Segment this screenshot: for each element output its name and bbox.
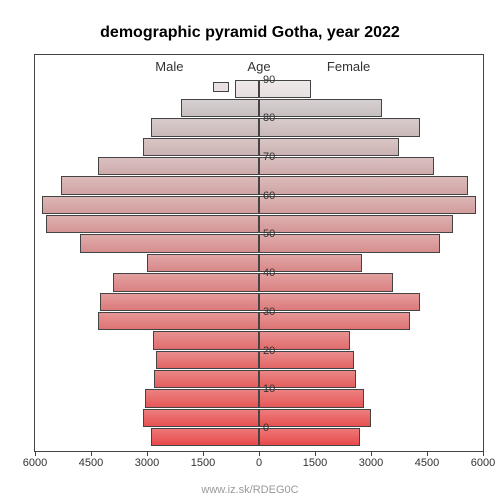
- female-bar: [259, 273, 393, 291]
- male-bar: [151, 428, 259, 446]
- x-tick-label: 1500: [191, 457, 215, 469]
- plot-area: Male Age Female 0102030405060708090 0150…: [34, 54, 484, 452]
- x-tick-label: 3000: [135, 457, 159, 469]
- age-tick-label: 90: [263, 74, 275, 86]
- x-tick-mark: [371, 451, 372, 456]
- x-tick-mark: [91, 451, 92, 456]
- female-bar: [259, 409, 371, 427]
- x-tick-label: 6000: [471, 457, 495, 469]
- female-bar: [259, 215, 453, 233]
- male-bar: [42, 196, 259, 214]
- female-bar: [259, 176, 468, 194]
- x-tick-label: 0: [256, 457, 262, 469]
- male-label: Male: [155, 59, 183, 74]
- watermark-text: www.iz.sk/RDEG0C: [0, 484, 500, 496]
- chart-title: demographic pyramid Gotha, year 2022: [0, 24, 500, 42]
- age-tick-label: 60: [263, 190, 275, 202]
- x-tick-label: 1500: [303, 457, 327, 469]
- male-bar: [61, 176, 259, 194]
- x-tick-mark: [203, 451, 204, 456]
- female-bar: [259, 234, 440, 252]
- male-bar: [143, 138, 259, 156]
- x-tick-label: 4500: [415, 457, 439, 469]
- female-bar: [259, 99, 382, 117]
- male-bar: [156, 351, 259, 369]
- x-tick-mark: [147, 451, 148, 456]
- male-bar: [143, 409, 259, 427]
- male-bar: [80, 234, 259, 252]
- x-tick-mark: [35, 451, 36, 456]
- x-tick-label: 3000: [359, 457, 383, 469]
- age-tick-label: 50: [263, 228, 275, 240]
- male-bar: [100, 293, 259, 311]
- age-tick-label: 70: [263, 151, 275, 163]
- male-bar: [145, 389, 259, 407]
- male-bar: [153, 331, 259, 349]
- x-tick-label: 4500: [79, 457, 103, 469]
- age-label: Age: [247, 59, 270, 74]
- x-tick-mark: [315, 451, 316, 456]
- female-label: Female: [327, 59, 370, 74]
- female-bar: [259, 196, 476, 214]
- male-bar: [151, 118, 259, 136]
- x-tick-label: 6000: [23, 457, 47, 469]
- x-tick-mark: [483, 451, 484, 456]
- age-tick-label: 0: [263, 422, 269, 434]
- male-bar: [98, 312, 259, 330]
- female-bar: [259, 157, 434, 175]
- female-bar: [259, 428, 360, 446]
- male-bar: [154, 370, 259, 388]
- legend-swatch: [213, 82, 229, 92]
- x-tick-mark: [259, 451, 260, 456]
- male-bar: [46, 215, 259, 233]
- female-bar: [259, 312, 410, 330]
- male-bar: [181, 99, 259, 117]
- age-tick-label: 80: [263, 112, 275, 124]
- pyramid-chart: demographic pyramid Gotha, year 2022 Mal…: [0, 0, 500, 500]
- male-bar: [235, 80, 259, 98]
- age-tick-label: 30: [263, 306, 275, 318]
- male-bar: [98, 157, 259, 175]
- male-bar: [113, 273, 259, 291]
- age-tick-label: 20: [263, 345, 275, 357]
- age-tick-label: 40: [263, 267, 275, 279]
- female-bar: [259, 293, 420, 311]
- female-bar: [259, 118, 420, 136]
- age-tick-label: 10: [263, 383, 275, 395]
- x-tick-mark: [427, 451, 428, 456]
- female-bar: [259, 138, 399, 156]
- male-bar: [147, 254, 259, 272]
